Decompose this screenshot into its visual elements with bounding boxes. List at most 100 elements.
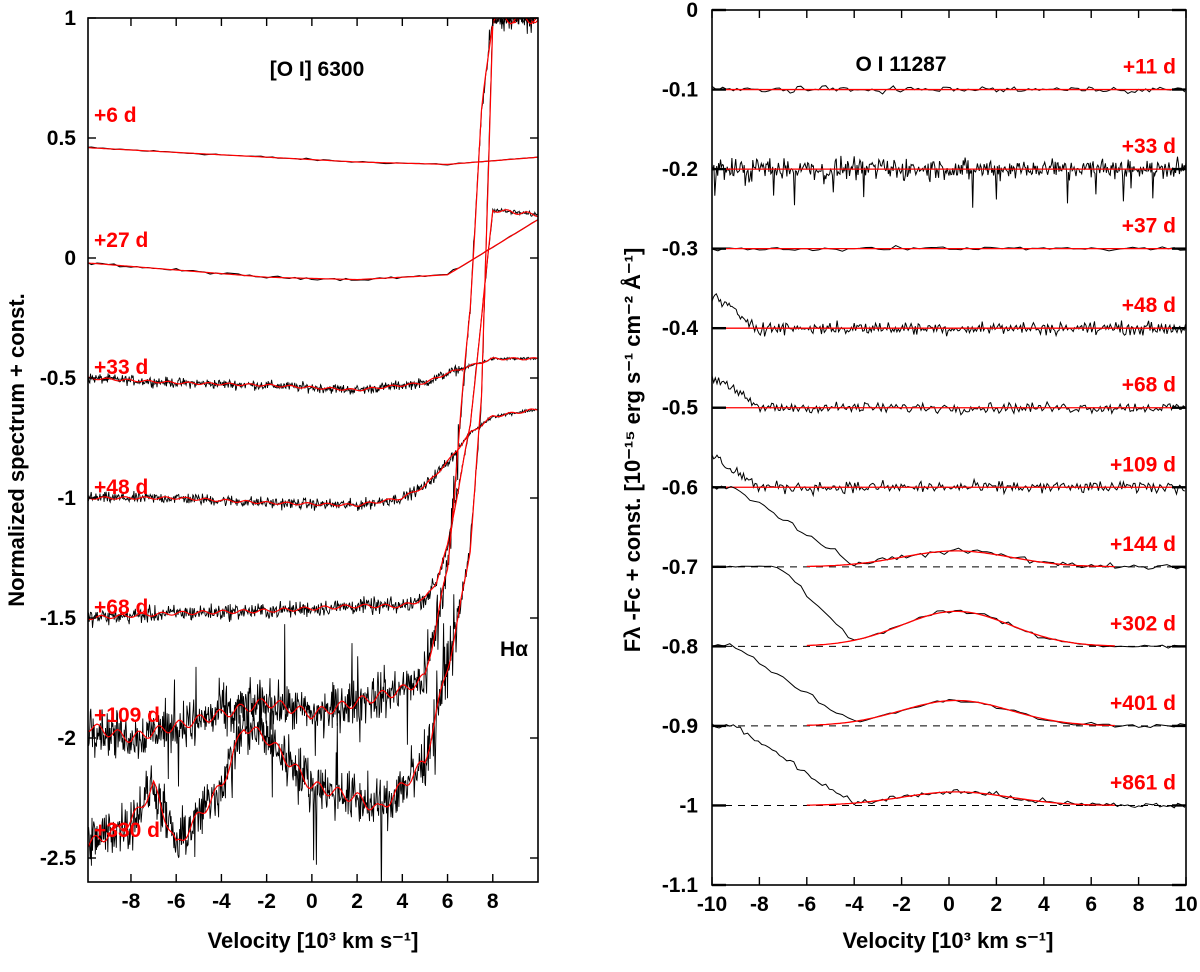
left-epoch-label: +27 d xyxy=(94,229,148,252)
left-y-tick-label: 0.5 xyxy=(47,127,77,150)
right-y-tick-label: -0.1 xyxy=(662,79,699,102)
right-y-tick-label: -0.3 xyxy=(662,238,698,261)
left-spectrum-330d xyxy=(88,18,538,882)
right-y-tick-label: -0.8 xyxy=(662,635,699,658)
left-y-tick-label: -0.5 xyxy=(40,367,77,390)
right-model-401d xyxy=(806,699,1115,727)
left-y-tick-label: 0 xyxy=(64,247,76,270)
right-x-tick-label: -8 xyxy=(750,893,769,916)
left-x-tick-label: -2 xyxy=(257,890,276,913)
left-x-tick-label: -4 xyxy=(212,890,231,913)
left-epoch-label: +109 d xyxy=(94,704,160,727)
left-y-tick-label: -1.5 xyxy=(40,607,77,630)
right-model-144d xyxy=(806,550,1115,568)
right-title: O I 11287 xyxy=(855,53,946,76)
left-model-330d xyxy=(88,18,537,849)
right-epoch-label: +48 d xyxy=(1122,294,1176,317)
right-x-tick-label: -6 xyxy=(797,893,816,916)
left-axes-frame xyxy=(87,17,539,883)
right-spectrum-37d xyxy=(712,245,1186,252)
right-x-tick-label: 0 xyxy=(943,893,955,916)
right-spectrum-861d xyxy=(712,723,1186,809)
right-epoch-labels: +11 d +33 d +37 d +48 d +68 d +109 d +144 d +30… xyxy=(1110,56,1176,795)
right-plot-area xyxy=(712,85,1186,809)
left-x-tick-label: 4 xyxy=(396,890,408,913)
left-model-48d xyxy=(88,408,538,508)
left-x-tick-label: 2 xyxy=(351,890,363,913)
right-epoch-label: +11 d xyxy=(1123,56,1176,79)
right-spectrum-401d xyxy=(712,643,1186,729)
left-epoch-labels: +6 d +27 d +33 d +48 d +68 d +109 d +330 d xyxy=(94,104,160,842)
left-spectrum-33d xyxy=(88,356,538,395)
left-y-axis-label: Normalized spectrum + const. xyxy=(4,293,29,607)
left-plot-area xyxy=(88,18,538,882)
left-model-27d xyxy=(88,219,538,281)
right-y-tick-label: -0.6 xyxy=(662,476,698,499)
left-epoch-label: +33 d xyxy=(94,356,148,379)
right-x-tick-label: 4 xyxy=(1038,893,1050,916)
right-epoch-label: +861 d xyxy=(1110,771,1176,794)
left-epoch-label: +68 d xyxy=(94,596,148,619)
right-spectrum-144d xyxy=(712,485,1186,570)
left-model-109d xyxy=(88,18,538,744)
right-y-tick-label: -0.7 xyxy=(662,556,698,579)
left-model-33d xyxy=(88,357,538,392)
right-spectrum-33d xyxy=(712,155,1186,208)
right-epoch-label: +144 d xyxy=(1110,533,1176,556)
right-spectrum-48d xyxy=(712,292,1186,338)
right-y-tick-label: -1 xyxy=(679,794,698,817)
left-x-tick-label: 8 xyxy=(487,890,499,913)
left-model-6d xyxy=(88,147,538,166)
right-epoch-label: +109 d xyxy=(1110,453,1176,476)
right-y-tick-label: -0.5 xyxy=(662,397,699,420)
left-axis-ticks: -8 -6 -4 -2 0 2 4 6 8 1 0.5 0 -0.5 -1 -1.5 -2 -2.5 xyxy=(40,7,538,913)
right-x-tick-label: 6 xyxy=(1085,893,1097,916)
right-x-tick-label: 2 xyxy=(991,893,1003,916)
right-y-tick-label: 0 xyxy=(686,0,698,22)
right-spectrum-11d xyxy=(712,85,1186,95)
left-spectrum-109d xyxy=(88,18,538,787)
right-epoch-label: +33 d xyxy=(1122,135,1176,158)
right-y-tick-label: -0.4 xyxy=(662,317,699,340)
right-x-axis-label: Velocity [10³ km s⁻¹] xyxy=(843,928,1054,953)
right-x-tick-label: -2 xyxy=(892,893,911,916)
right-axes-frame xyxy=(711,9,1187,886)
right-y-axis-label: Fλ -Fc + const. [10⁻¹⁵ erg s⁻¹ cm⁻² Å⁻¹] xyxy=(619,248,645,653)
right-epoch-label: +401 d xyxy=(1110,692,1176,715)
left-title: [O I] 6300 xyxy=(270,58,365,81)
left-y-tick-label: 1 xyxy=(64,7,76,30)
right-y-tick-label: -0.9 xyxy=(662,715,698,738)
right-x-tick-label: -10 xyxy=(697,893,727,916)
right-x-tick-label: 8 xyxy=(1133,893,1145,916)
left-spectrum-27d xyxy=(88,219,538,282)
left-x-tick-label: -8 xyxy=(122,890,141,913)
left-spectrum-68d xyxy=(88,207,538,628)
left-x-tick-label: 0 xyxy=(306,890,318,913)
right-model-302d xyxy=(806,610,1115,647)
right-spectrum-68d xyxy=(712,375,1186,416)
right-epoch-label: +37 d xyxy=(1122,215,1176,238)
left-model-68d xyxy=(88,209,538,621)
right-epoch-label: +302 d xyxy=(1110,612,1176,635)
halpha-annotation: Hα xyxy=(500,638,528,661)
right-y-tick-label: -0.2 xyxy=(662,158,698,181)
left-x-tick-label: -6 xyxy=(167,890,186,913)
left-y-tick-label: -2 xyxy=(57,727,76,750)
left-y-tick-label: -2.5 xyxy=(40,847,77,870)
right-model-861d xyxy=(806,791,1115,806)
left-epoch-label: +6 d xyxy=(94,104,137,127)
panel-oi-6300: -8 -6 -4 -2 0 2 4 6 810.50-0.5-1-1.5-2-2.5 +6 d+… xyxy=(4,7,539,953)
panel-oi-11287: -10 -8 -6 -4 -2 0 2 4 6 8 10 0 -0.1 -0.2 -0.3 -0.4 -0.5 -… xyxy=(619,0,1198,953)
right-x-tick-label: 10 xyxy=(1174,893,1197,916)
left-x-tick-label: 6 xyxy=(442,890,454,913)
left-x-axis-label: Velocity [10³ km s⁻¹] xyxy=(208,928,419,953)
right-spectrum-302d xyxy=(712,565,1186,649)
left-epoch-label: +48 d xyxy=(94,476,148,499)
right-axis-ticks: -10 -8 -6 -4 -2 0 2 4 6 8 10 0 -0.1 -0.2 -0.3 -0.4 -0.5 -… xyxy=(662,0,1198,916)
right-epoch-label: +68 d xyxy=(1122,374,1176,397)
right-x-tick-label: -4 xyxy=(845,893,864,916)
right-y-tick-label: -1.1 xyxy=(662,874,699,897)
left-epoch-label: +330 d xyxy=(94,819,160,842)
left-y-tick-label: -1 xyxy=(57,487,76,510)
